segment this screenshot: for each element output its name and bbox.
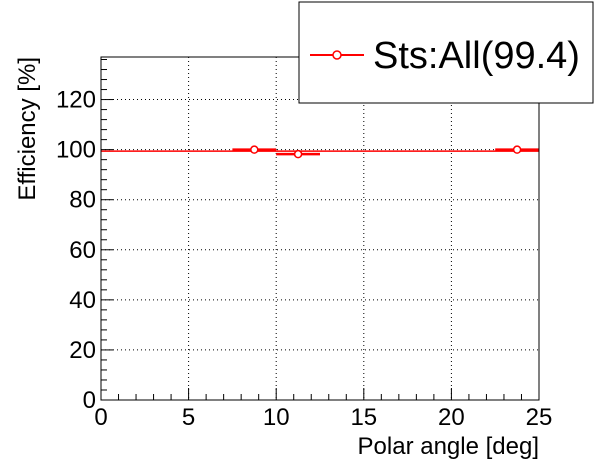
x-axis-label: Polar angle [deg] xyxy=(358,433,539,460)
grid xyxy=(101,57,539,400)
y-tick-label: 40 xyxy=(69,287,96,314)
y-tick-label: 120 xyxy=(56,87,96,114)
x-tick-label: 10 xyxy=(263,404,290,431)
axis-ticks xyxy=(100,59,540,401)
legend-entry-label: Sts:All(99.4) xyxy=(373,35,580,77)
y-tick-label: 100 xyxy=(56,137,96,164)
y-tick-label: 0 xyxy=(83,387,96,414)
x-tick-labels: 0 5 10 15 20 25 xyxy=(94,404,552,431)
y-tick-label: 60 xyxy=(69,237,96,264)
legend: Sts:All(99.4) xyxy=(298,1,594,104)
legend-box xyxy=(298,1,594,104)
data-points xyxy=(232,145,539,159)
x-tick-label: 15 xyxy=(350,404,377,431)
data-point-marker xyxy=(293,149,303,159)
legend-marker-swatch xyxy=(332,50,342,60)
x-tick-label: 20 xyxy=(438,404,465,431)
data-point-marker xyxy=(512,145,522,154)
y-tick-label: 20 xyxy=(69,337,96,364)
x-tick-label: 0 xyxy=(94,404,107,431)
y-tick-labels: 0 20 40 60 80 100 120 xyxy=(56,87,96,414)
data-point-marker xyxy=(250,145,259,154)
x-tick-label: 5 xyxy=(182,404,195,431)
x-tick-label: 25 xyxy=(526,404,553,431)
y-axis-label: Efficiency [%] xyxy=(14,57,41,201)
y-tick-label: 80 xyxy=(69,187,96,214)
